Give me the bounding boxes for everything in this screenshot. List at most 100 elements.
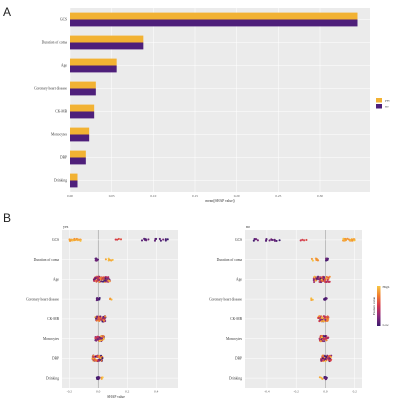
shap-point-age: [325, 275, 328, 278]
bar-no-ck-mb: [70, 111, 95, 119]
plot-background: [62, 230, 178, 388]
shap-point-coronary-heart-disease: [110, 298, 113, 301]
shap-point-monocytes: [322, 337, 325, 340]
x-tick-label: 0.05: [109, 194, 115, 198]
shap-point-gcs: [73, 238, 76, 241]
shap-point-gcs: [164, 239, 167, 242]
shap-point-age: [104, 279, 107, 282]
shap-point-duration-of-coma: [107, 259, 110, 262]
shap-point-monocytes: [324, 335, 327, 338]
shap-point-monocytes: [100, 335, 103, 338]
bar-yes-ck-mb: [70, 104, 95, 112]
shap-point-gcs: [252, 239, 255, 242]
facet-title-yes: yes: [63, 224, 69, 229]
category-label-ck-mb: CK-MB: [55, 110, 67, 114]
shap-point-gcs: [159, 239, 162, 242]
x-tick-label: 0.25: [275, 194, 281, 198]
shap-point-ck-mb: [103, 318, 106, 321]
shap-point-monocytes: [322, 335, 325, 338]
shap-point-gcs: [71, 239, 74, 242]
shap-point-coronary-heart-disease: [98, 297, 101, 300]
legend-swatch-yes: [376, 98, 382, 103]
shap-point-gcs: [349, 239, 352, 242]
shap-point-duration-of-coma: [325, 257, 328, 260]
shap-point-monocytes: [102, 335, 105, 338]
category-label-dbp: DBP: [235, 357, 242, 361]
bar-no-duration-of-coma: [70, 42, 144, 50]
x-axis-title: SHAP value: [107, 395, 125, 399]
x-tick-label: 0.2: [353, 390, 358, 394]
shap-point-monocytes: [100, 337, 103, 340]
shap-point-dbp: [94, 359, 97, 362]
shap-point-gcs: [147, 238, 150, 241]
shap-point-gcs: [270, 238, 273, 241]
shap-point-monocytes: [102, 337, 106, 340]
shap-point-dbp: [97, 355, 100, 358]
shap-point-age: [317, 275, 320, 278]
x-axis-title: mean(|SHAP value|): [205, 199, 235, 203]
category-label-coronary-heart-disease: Coronary heart disease: [34, 87, 67, 91]
shap-point-age: [101, 280, 105, 283]
shap-point-ck-mb: [320, 320, 323, 323]
bar-no-dbp: [70, 157, 86, 165]
shap-point-gcs: [158, 237, 161, 241]
x-tick-label: 0.4: [154, 390, 159, 394]
shap-point-duration-of-coma: [111, 258, 114, 261]
shap-point-gcs: [117, 237, 120, 241]
x-tick-label: 0.00: [67, 194, 73, 198]
shap-point-age: [328, 275, 331, 278]
shap-point-ck-mb: [319, 318, 322, 322]
category-label-drinking: Drinking: [229, 376, 242, 380]
shap-point-age: [315, 277, 318, 280]
shap-point-ck-mb: [317, 316, 320, 319]
shap-point-gcs: [153, 239, 157, 242]
shap-point-duration-of-coma: [310, 257, 313, 260]
shap-point-duration-of-coma: [326, 259, 329, 262]
shap-point-dbp: [101, 357, 104, 360]
shap-point-monocytes: [97, 337, 100, 340]
colorbar-bar: [377, 286, 381, 326]
shap-point-dbp: [320, 358, 323, 362]
bar-no-coronary-heart-disease: [70, 88, 96, 96]
shap-point-age: [98, 280, 101, 284]
shap-point-ck-mb: [324, 318, 327, 321]
shap-point-age: [93, 279, 96, 282]
shap-point-duration-of-coma: [316, 259, 319, 262]
shap-point-ck-mb: [324, 316, 327, 319]
shap-point-gcs: [353, 238, 356, 241]
shap-point-coronary-heart-disease: [310, 297, 313, 300]
shap-point-duration-of-coma: [104, 258, 107, 261]
facet-title-no: no: [246, 224, 250, 229]
shap-point-age: [313, 275, 316, 279]
category-label-age: Age: [53, 278, 59, 282]
shap-point-monocytes: [319, 340, 323, 343]
shap-point-coronary-heart-disease: [96, 298, 99, 301]
shap-point-age: [100, 280, 103, 283]
shap-point-gcs: [344, 237, 347, 240]
shap-point-ck-mb: [98, 319, 101, 322]
shap-point-dbp: [324, 357, 327, 360]
category-label-age: Age: [236, 278, 242, 282]
shap-point-age: [99, 277, 102, 280]
shap-point-duration-of-coma: [95, 258, 98, 261]
shap-point-gcs: [162, 238, 165, 241]
panel-b-beeswarm-yes: yes -0.2 0.0 0.2 0.4 GCS Duration of coma Age Co…: [26, 224, 178, 399]
bar-yes-coronary-heart-disease: [70, 81, 96, 89]
legend-label-no: no: [385, 105, 389, 109]
shap-point-age: [323, 278, 327, 281]
shap-point-age: [312, 279, 315, 282]
shap-point-gcs: [278, 239, 281, 242]
shap-point-age: [323, 276, 326, 279]
shap-point-gcs: [255, 238, 258, 241]
shap-point-monocytes: [96, 335, 99, 338]
shap-point-age: [95, 279, 98, 283]
shap-point-gcs: [273, 239, 277, 242]
x-tick-label: 0.30: [317, 194, 323, 198]
shap-point-ck-mb: [94, 317, 98, 320]
bar-yes-drinking: [70, 173, 78, 181]
shap-point-gcs: [79, 239, 82, 242]
shap-point-age: [326, 280, 329, 283]
x-tick-label: -0.2: [294, 390, 300, 394]
shap-point-age: [317, 278, 320, 281]
